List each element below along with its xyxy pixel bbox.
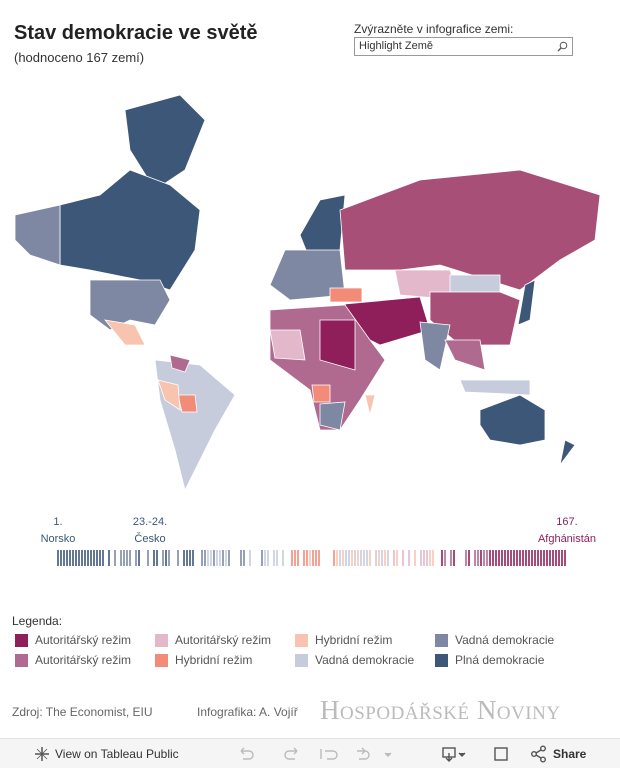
angola[interactable] [311,384,331,403]
legend-label: Autoritářský režim [175,633,272,647]
share[interactable]: Share [553,747,587,761]
search-box[interactable]: Highlight Země [354,37,573,56]
alaska[interactable] [14,204,61,266]
canada[interactable] [59,169,201,291]
legend-item[interactable]: Autoritářský režim [15,633,131,647]
toolbar-icons [240,747,508,762]
search-icon [557,41,568,52]
legend-swatch [295,653,308,667]
rank-number: 23.-24. [132,516,168,528]
new-zealand[interactable] [559,439,576,466]
russia[interactable] [339,169,601,291]
turkey[interactable] [329,287,363,303]
title: Stav demokracie ve světě [14,22,258,44]
source: Zdroj: The Economist, EIU [12,705,153,719]
legend-swatch [435,653,448,667]
rank-number: 167. [556,516,578,528]
tableau-icon [35,747,49,761]
mexico[interactable] [104,319,146,346]
credit: Infografika: A. Vojíř [197,705,298,719]
legend-title: Legenda: [12,614,63,628]
logo: Hospodářské Noviny [320,695,561,725]
central-africa[interactable] [319,319,356,371]
japan[interactable] [517,279,536,326]
europe[interactable] [269,249,346,301]
legend-item[interactable]: Plná demokracie [435,653,544,667]
legend-swatch [435,633,448,647]
legend-label: Hybridní režim [175,653,253,667]
greenland[interactable] [124,94,206,191]
rank-country: Česko [134,533,166,545]
legend-item[interactable]: Vadná demokracie [435,633,554,647]
southern-africa[interactable] [319,401,346,431]
legend-swatch [15,653,28,667]
australia[interactable] [479,394,546,446]
rank-strip[interactable] [0,548,620,568]
india[interactable] [419,321,451,371]
legend-label: Vadná demokracie [315,653,415,667]
mongolia[interactable] [449,274,501,293]
rank-last: 167. Afghánistán [527,516,607,545]
madagascar[interactable] [364,394,376,416]
legend-label: Autoritářský režim [35,653,132,667]
legend-swatch [155,653,168,667]
legend-label: Autoritářský režim [35,633,132,647]
west-africa[interactable] [269,329,306,361]
rank-number: 1. [53,516,63,528]
legend-label: Vadná demokracie [455,633,555,647]
search-label: Zvýrazněte v infografice zemi: [354,22,514,36]
legend-swatch [15,633,28,647]
usa[interactable] [89,279,171,331]
china[interactable] [429,291,521,346]
legend-item[interactable]: Autoritářský režim [15,653,131,667]
south-america[interactable] [154,359,236,492]
rank-first: 1. Norsko [18,516,98,545]
bolivia[interactable] [177,394,198,413]
search-placeholder: Highlight Země [359,40,433,52]
subtitle: (hodnoceno 167 zemí) [14,50,145,65]
legend-item[interactable]: Vadná demokracie [295,653,414,667]
legend-label: Hybridní režim [315,633,393,647]
toolbar: View on Tableau Public Share [0,738,620,768]
legend-item[interactable]: Autoritářský režim [155,633,271,647]
legend-label: Plná demokracie [455,653,545,667]
share-icon [531,745,546,763]
legend-item[interactable]: Hybridní režim [155,653,252,667]
rank-middle: 23.-24. Česko [110,516,190,545]
world-map[interactable] [0,80,620,510]
legend-swatch [295,633,308,647]
venezuela[interactable] [169,354,191,373]
southeast-asia[interactable] [444,339,486,371]
rank-country: Afghánistán [537,533,597,545]
view-on-tableau[interactable]: View on Tableau Public [55,747,179,761]
indonesia[interactable] [459,379,531,396]
legend-item[interactable]: Hybridní režim [295,633,392,647]
peru[interactable] [157,379,181,411]
legend-swatch [155,633,168,647]
rank-country: Norsko [40,533,76,545]
